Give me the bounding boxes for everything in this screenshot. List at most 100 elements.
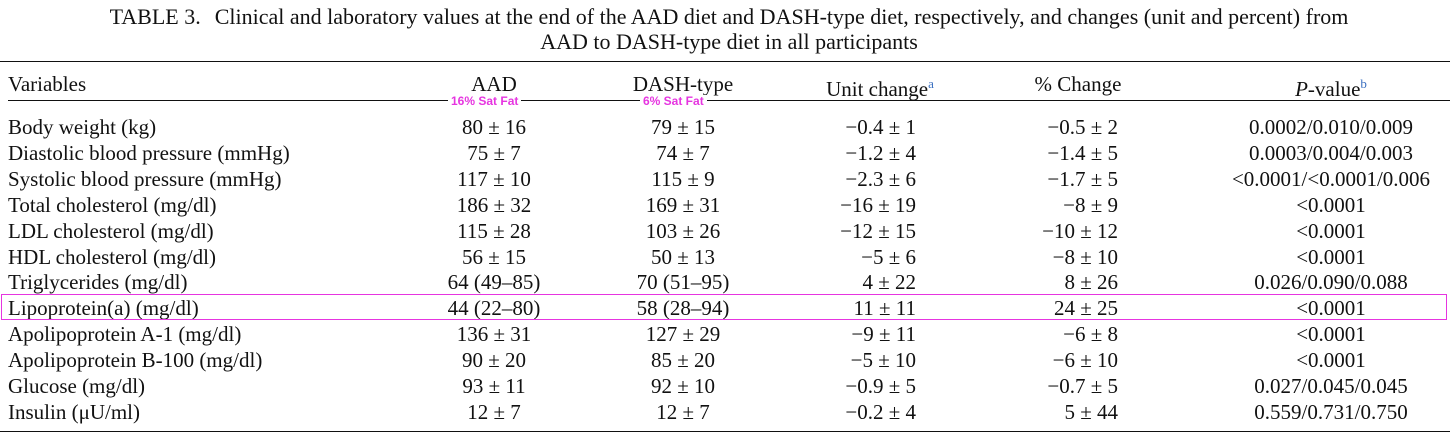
variable-cell: Insulin (μU/ml) xyxy=(8,399,140,424)
top-rule xyxy=(0,61,1450,62)
table-row: HDL cholesterol (mg/dl) 56 ± 15 50 ± 13 −5 … xyxy=(0,245,1456,270)
p-value-cell: <0.0001 xyxy=(1296,192,1366,217)
variable-cell: Apolipoprotein B-100 (mg/dl) xyxy=(8,348,263,373)
aad-cell: 12 ± 7 xyxy=(467,399,521,424)
unit-change-cell: −0.2 ± 4 xyxy=(845,399,916,424)
p-value-cell: <0.0001 xyxy=(1296,348,1366,373)
variable-cell: LDL cholesterol (mg/dl) xyxy=(8,218,214,243)
aad-cell: 75 ± 7 xyxy=(467,140,521,165)
header-pct-change: % Change xyxy=(1034,72,1122,96)
unit-change-cell: −5 ± 6 xyxy=(861,244,916,269)
aad-cell: 117 ± 10 xyxy=(457,166,531,191)
p-value-cell: 0.0002/0.010/0.009 xyxy=(1249,115,1413,139)
table-row: Apolipoprotein B-100 (mg/dl) 90 ± 20 85 ± … xyxy=(0,348,1456,373)
table-row: Systolic blood pressure (mmHg) 117 ± 10 11… xyxy=(0,167,1456,192)
dash-cell: 127 ± 29 xyxy=(645,322,721,347)
variable-cell: Systolic blood pressure (mmHg) xyxy=(8,166,282,191)
dash-cell: 79 ± 15 xyxy=(650,115,716,139)
caption-line-1: TABLE 3. Clinical and laboratory values a… xyxy=(8,4,1450,29)
table-row: Total cholesterol (mg/dl) 186 ± 32 169 ± 3… xyxy=(0,193,1456,218)
header-p-rest: -value xyxy=(1307,77,1361,101)
dash-cell: 92 ± 10 xyxy=(650,374,716,398)
aad-cell: 136 ± 31 xyxy=(456,322,532,347)
dash-cell: 115 ± 9 xyxy=(651,166,715,191)
bottom-rule xyxy=(0,431,1450,432)
table-row: Glucose (mg/dl) 93 ± 11 92 ± 10 −0.9 ± 5 −0.… xyxy=(0,374,1456,399)
header-unit-change: Unit changea xyxy=(826,71,934,102)
variable-cell: HDL cholesterol (mg/dl) xyxy=(8,244,217,269)
unit-change-cell: −16 ± 19 xyxy=(840,192,916,217)
aad-cell: 115 ± 28 xyxy=(457,218,531,243)
p-value-cell: 0.026/0.090/0.088 xyxy=(1254,270,1408,295)
p-value-cell: <0.0001 xyxy=(1296,296,1366,321)
header-unit-change-label: Unit change xyxy=(826,77,929,101)
unit-change-cell: 4 ± 22 xyxy=(862,270,916,295)
dash-cell: 12 ± 7 xyxy=(656,399,710,424)
aad-cell: 90 ± 20 xyxy=(461,348,527,373)
aad-cell: 186 ± 32 xyxy=(456,192,532,217)
unit-change-cell: 11 ± 11 xyxy=(853,296,916,321)
dash-cell: 50 ± 13 xyxy=(650,244,716,269)
p-value-cell: 0.0003/0.004/0.003 xyxy=(1249,140,1413,165)
pct-change-cell: 24 ± 25 xyxy=(1053,296,1118,321)
pct-change-cell: 8 ± 26 xyxy=(1064,270,1118,295)
table-row: Apolipoprotein A-1 (mg/dl) 136 ± 31 127 ± … xyxy=(0,322,1456,347)
pct-change-cell: −8 ± 10 xyxy=(1052,244,1118,269)
dash-cell: 70 (51–95) xyxy=(636,270,730,295)
unit-change-cell: −9 ± 11 xyxy=(851,322,916,347)
variable-cell: Body weight (kg) xyxy=(8,115,157,139)
unit-change-cell: −12 ± 15 xyxy=(840,218,916,243)
pct-change-cell: −0.7 ± 5 xyxy=(1047,374,1118,398)
p-value-cell: 0.027/0.045/0.045 xyxy=(1254,374,1408,398)
dash-sat-fat-badge: 6% Sat Fat xyxy=(640,95,707,108)
caption-text-1: Clinical and laboratory values at the en… xyxy=(214,4,1349,29)
lipoprotein-highlight-box xyxy=(1,294,1447,320)
variable-cell: Apolipoprotein A-1 (mg/dl) xyxy=(8,322,242,347)
table-label: TABLE 3. xyxy=(109,4,201,29)
aad-cell: 64 (49–85) xyxy=(447,270,541,295)
aad-cell: 80 ± 16 xyxy=(461,115,527,139)
table-row: Lipoprotein(a) (mg/dl) 44 (22–80) 58 (28–9… xyxy=(0,296,1456,321)
p-value-cell: <0.0001 xyxy=(1296,322,1366,347)
pct-change-cell: −10 ± 12 xyxy=(1042,218,1118,243)
variable-cell: Lipoprotein(a) (mg/dl) xyxy=(8,296,199,321)
header-aad: AAD xyxy=(471,72,517,96)
variable-cell: Triglycerides (mg/dl) xyxy=(8,270,188,295)
pct-change-cell: −1.7 ± 5 xyxy=(1047,166,1118,191)
dash-cell: 103 ± 26 xyxy=(645,218,721,243)
footnote-marker-b: b xyxy=(1360,76,1367,91)
table-row: Insulin (μU/ml) 12 ± 7 12 ± 7 −0.2 ± 4 5 ± 4… xyxy=(0,400,1456,425)
aad-sat-fat-badge: 16% Sat Fat xyxy=(448,95,522,108)
pct-change-cell: −6 ± 10 xyxy=(1052,348,1118,373)
dash-cell: 74 ± 7 xyxy=(656,140,710,165)
aad-cell: 56 ± 15 xyxy=(461,244,527,269)
unit-change-cell: −5 ± 10 xyxy=(850,348,916,373)
p-value-cell: 0.559/0.731/0.750 xyxy=(1254,399,1408,424)
unit-change-cell: −0.4 ± 1 xyxy=(845,115,916,139)
variable-cell: Glucose (mg/dl) xyxy=(8,374,146,398)
pct-change-cell: −0.5 ± 2 xyxy=(1047,115,1118,139)
p-value-cell: <0.0001 xyxy=(1296,244,1366,269)
unit-change-cell: −2.3 ± 6 xyxy=(845,166,916,191)
variable-cell: Diastolic blood pressure (mmHg) xyxy=(8,140,290,165)
p-value-cell: <0.0001 xyxy=(1296,218,1366,243)
dash-cell: 85 ± 20 xyxy=(650,348,716,373)
aad-cell: 44 (22–80) xyxy=(447,296,541,321)
p-value-cell: <0.0001/<0.0001/0.006 xyxy=(1231,166,1431,191)
header-dash: DASH-type xyxy=(632,72,734,96)
dash-cell: 58 (28–94) xyxy=(636,296,730,321)
unit-change-cell: −1.2 ± 4 xyxy=(845,140,916,165)
header-variables: Variables xyxy=(8,72,87,96)
unit-change-cell: −0.9 ± 5 xyxy=(845,374,916,398)
header-p-italic: P xyxy=(1295,77,1308,101)
caption-line-2: AAD to DASH-type diet in all participant… xyxy=(540,29,918,54)
aad-cell: 93 ± 11 xyxy=(462,374,526,398)
footnote-marker-a: a xyxy=(928,76,934,91)
table-row: Diastolic blood pressure (mmHg) 75 ± 7 74 … xyxy=(0,141,1456,166)
table-row: Body weight (kg) 80 ± 16 79 ± 15 −0.4 ± 1 −0… xyxy=(0,115,1456,140)
pct-change-cell: −8 ± 9 xyxy=(1063,192,1118,217)
table-row: Triglycerides (mg/dl) 64 (49–85) 70 (51–95… xyxy=(0,270,1456,295)
header-p-value: P-valueb xyxy=(1295,71,1367,102)
header-underline xyxy=(8,100,1450,101)
table-caption: TABLE 3. Clinical and laboratory values a… xyxy=(8,4,1450,54)
